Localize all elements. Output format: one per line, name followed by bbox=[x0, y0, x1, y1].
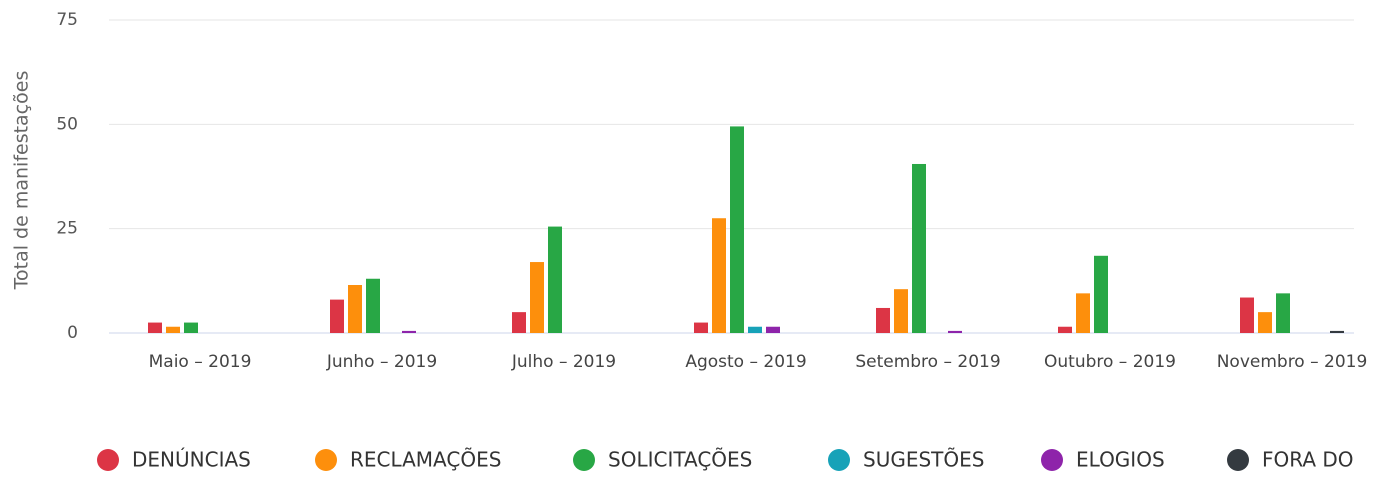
bar bbox=[694, 322, 708, 333]
bar bbox=[330, 299, 344, 333]
bar bbox=[184, 322, 198, 333]
bar bbox=[148, 322, 162, 333]
legend-label: ELOGIOS bbox=[1076, 448, 1165, 472]
legend-marker bbox=[1227, 449, 1249, 471]
bar bbox=[876, 307, 890, 333]
legend-label: FORA DO bbox=[1262, 448, 1354, 472]
bar bbox=[730, 126, 744, 333]
bar bbox=[512, 312, 526, 333]
bar bbox=[530, 262, 544, 333]
legend-label: DENÚNCIAS bbox=[132, 448, 251, 472]
legend-marker bbox=[828, 449, 850, 471]
legend-label: RECLAMAÇÕES bbox=[350, 448, 501, 472]
bar bbox=[712, 218, 726, 333]
y-tick-label: 50 bbox=[56, 114, 78, 134]
legend-marker bbox=[1041, 449, 1063, 471]
bar bbox=[748, 326, 762, 333]
bar bbox=[366, 278, 380, 333]
x-tick-label: Setembro – 2019 bbox=[855, 352, 1000, 372]
y-axis-title: Total de manifestações bbox=[11, 71, 33, 291]
x-tick-label: Outubro – 2019 bbox=[1044, 352, 1176, 372]
y-tick-label: 25 bbox=[56, 219, 78, 239]
bar bbox=[1330, 330, 1344, 333]
x-tick-label: Agosto – 2019 bbox=[685, 352, 806, 372]
bar bbox=[1094, 255, 1108, 333]
bar bbox=[894, 289, 908, 333]
bar bbox=[766, 326, 780, 333]
bar bbox=[1058, 326, 1072, 333]
y-tick-label: 0 bbox=[67, 323, 78, 343]
bar bbox=[348, 285, 362, 333]
bar bbox=[166, 326, 180, 333]
legend-label: SUGESTÕES bbox=[863, 448, 984, 472]
x-tick-label: Novembro – 2019 bbox=[1217, 352, 1368, 372]
x-tick-label: Junho – 2019 bbox=[326, 352, 437, 372]
legend-marker bbox=[315, 449, 337, 471]
bar bbox=[402, 330, 416, 333]
bar bbox=[1258, 312, 1272, 333]
x-tick-label: Julho – 2019 bbox=[511, 352, 616, 372]
x-tick-label: Maio – 2019 bbox=[149, 352, 252, 372]
bar bbox=[912, 163, 926, 333]
bar bbox=[1076, 293, 1090, 333]
bar bbox=[1276, 293, 1290, 333]
y-tick-label: 75 bbox=[56, 10, 78, 30]
bar bbox=[948, 330, 962, 333]
bar bbox=[1240, 297, 1254, 333]
bar bbox=[548, 226, 562, 333]
legend-marker bbox=[97, 449, 119, 471]
legend-label: SOLICITAÇÕES bbox=[608, 448, 752, 472]
legend-marker bbox=[573, 449, 595, 471]
